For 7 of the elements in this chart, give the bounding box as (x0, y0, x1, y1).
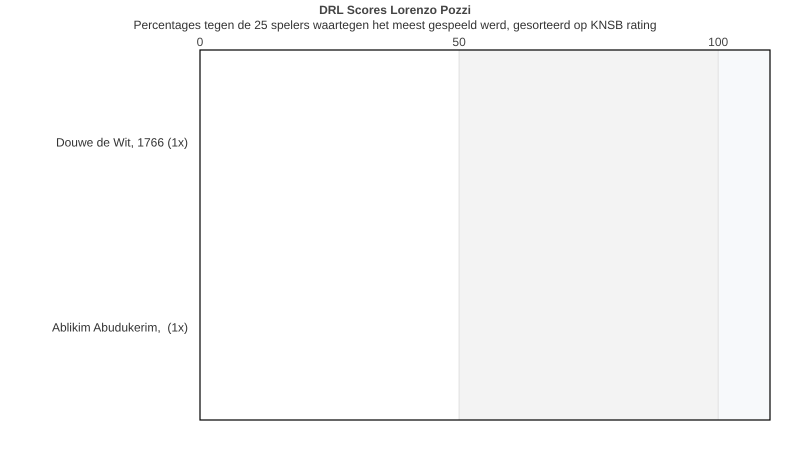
x-tick-label: 0 (196, 35, 204, 49)
y-tick-label: Douwe de Wit, 1766 (1x) (56, 136, 188, 150)
x-tick-label: 50 (452, 35, 466, 49)
x-tick-label: 100 (708, 35, 729, 49)
y-tick-label: Ablikim Abudukerim, (1x) (52, 320, 188, 335)
chart-title: DRL Scores Lorenzo Pozzi (318, 3, 472, 17)
chart-subtitle: Percentages tegen de 25 spelers waartegen het meest gespeeld werd, gesorteerd op KNSB rating (132, 18, 658, 32)
